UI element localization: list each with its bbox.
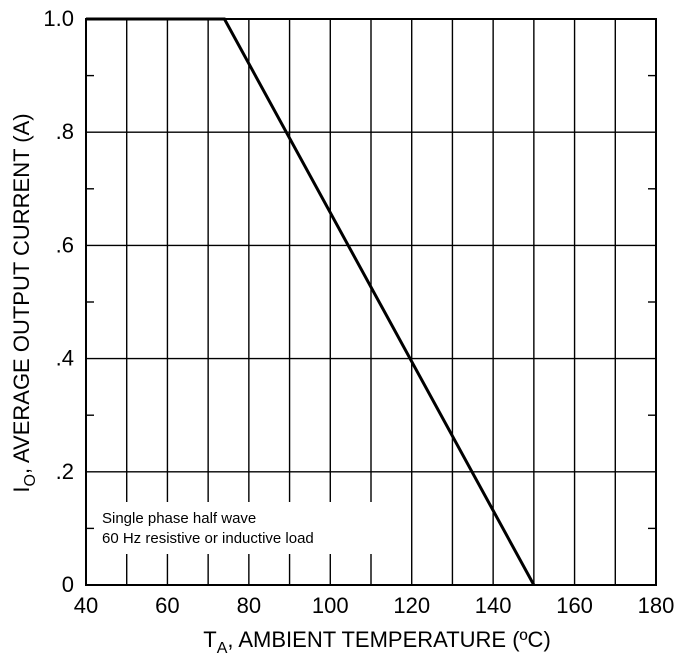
y-tick-label-5: 1.0 [43, 6, 74, 31]
annotation-box: Single phase half wave 60 Hz resistive o… [94, 502, 396, 554]
x-axis-title-text: , AMBIENT TEMPERATURE (ºC) [227, 627, 550, 652]
y-tick-label-2: .4 [56, 346, 74, 371]
annotation-background [94, 502, 396, 554]
x-tick-label-100: 100 [312, 593, 349, 618]
plot-frame [85, 18, 657, 586]
x-tick-labels: 40 60 80 100 120 140 160 180 [74, 593, 675, 618]
x-tick-label-160: 160 [556, 593, 593, 618]
x-tick-label-80: 80 [237, 593, 261, 618]
x-tick-label-40: 40 [74, 593, 98, 618]
series-line-0 [86, 17, 536, 586]
x-axis-title-symbol: T [203, 627, 216, 652]
annotation-line-2: 60 Hz resistive or inductive load [102, 530, 314, 547]
annotation-line-1: Single phase half wave [102, 510, 256, 527]
y-tick-label-4: .8 [56, 119, 74, 144]
x-tick-label-140: 140 [475, 593, 512, 618]
x-axis-title-subscript: A [217, 640, 228, 657]
y-tick-label-3: .6 [56, 232, 74, 257]
y-axis-title-text: , AVERAGE OUTPUT CURRENT (A) [9, 113, 34, 474]
series [86, 17, 536, 586]
x-tick-label-120: 120 [393, 593, 430, 618]
y-axis-title-subscript: O [22, 474, 39, 486]
x-axis-title: TA, AMBIENT TEMPERATURE (ºC) [203, 627, 551, 657]
grid [85, 18, 657, 586]
y-axis-title-symbol: I [9, 486, 34, 492]
y-tick-labels: 0 .2 .4 .6 .8 1.0 [43, 6, 74, 597]
y-tick-label-1: .2 [56, 459, 74, 484]
y-tick-label-0: 0 [62, 572, 74, 597]
x-tick-label-60: 60 [155, 593, 179, 618]
x-tick-label-180: 180 [638, 593, 675, 618]
y-axis-title: IO, AVERAGE OUTPUT CURRENT (A) [9, 113, 39, 492]
